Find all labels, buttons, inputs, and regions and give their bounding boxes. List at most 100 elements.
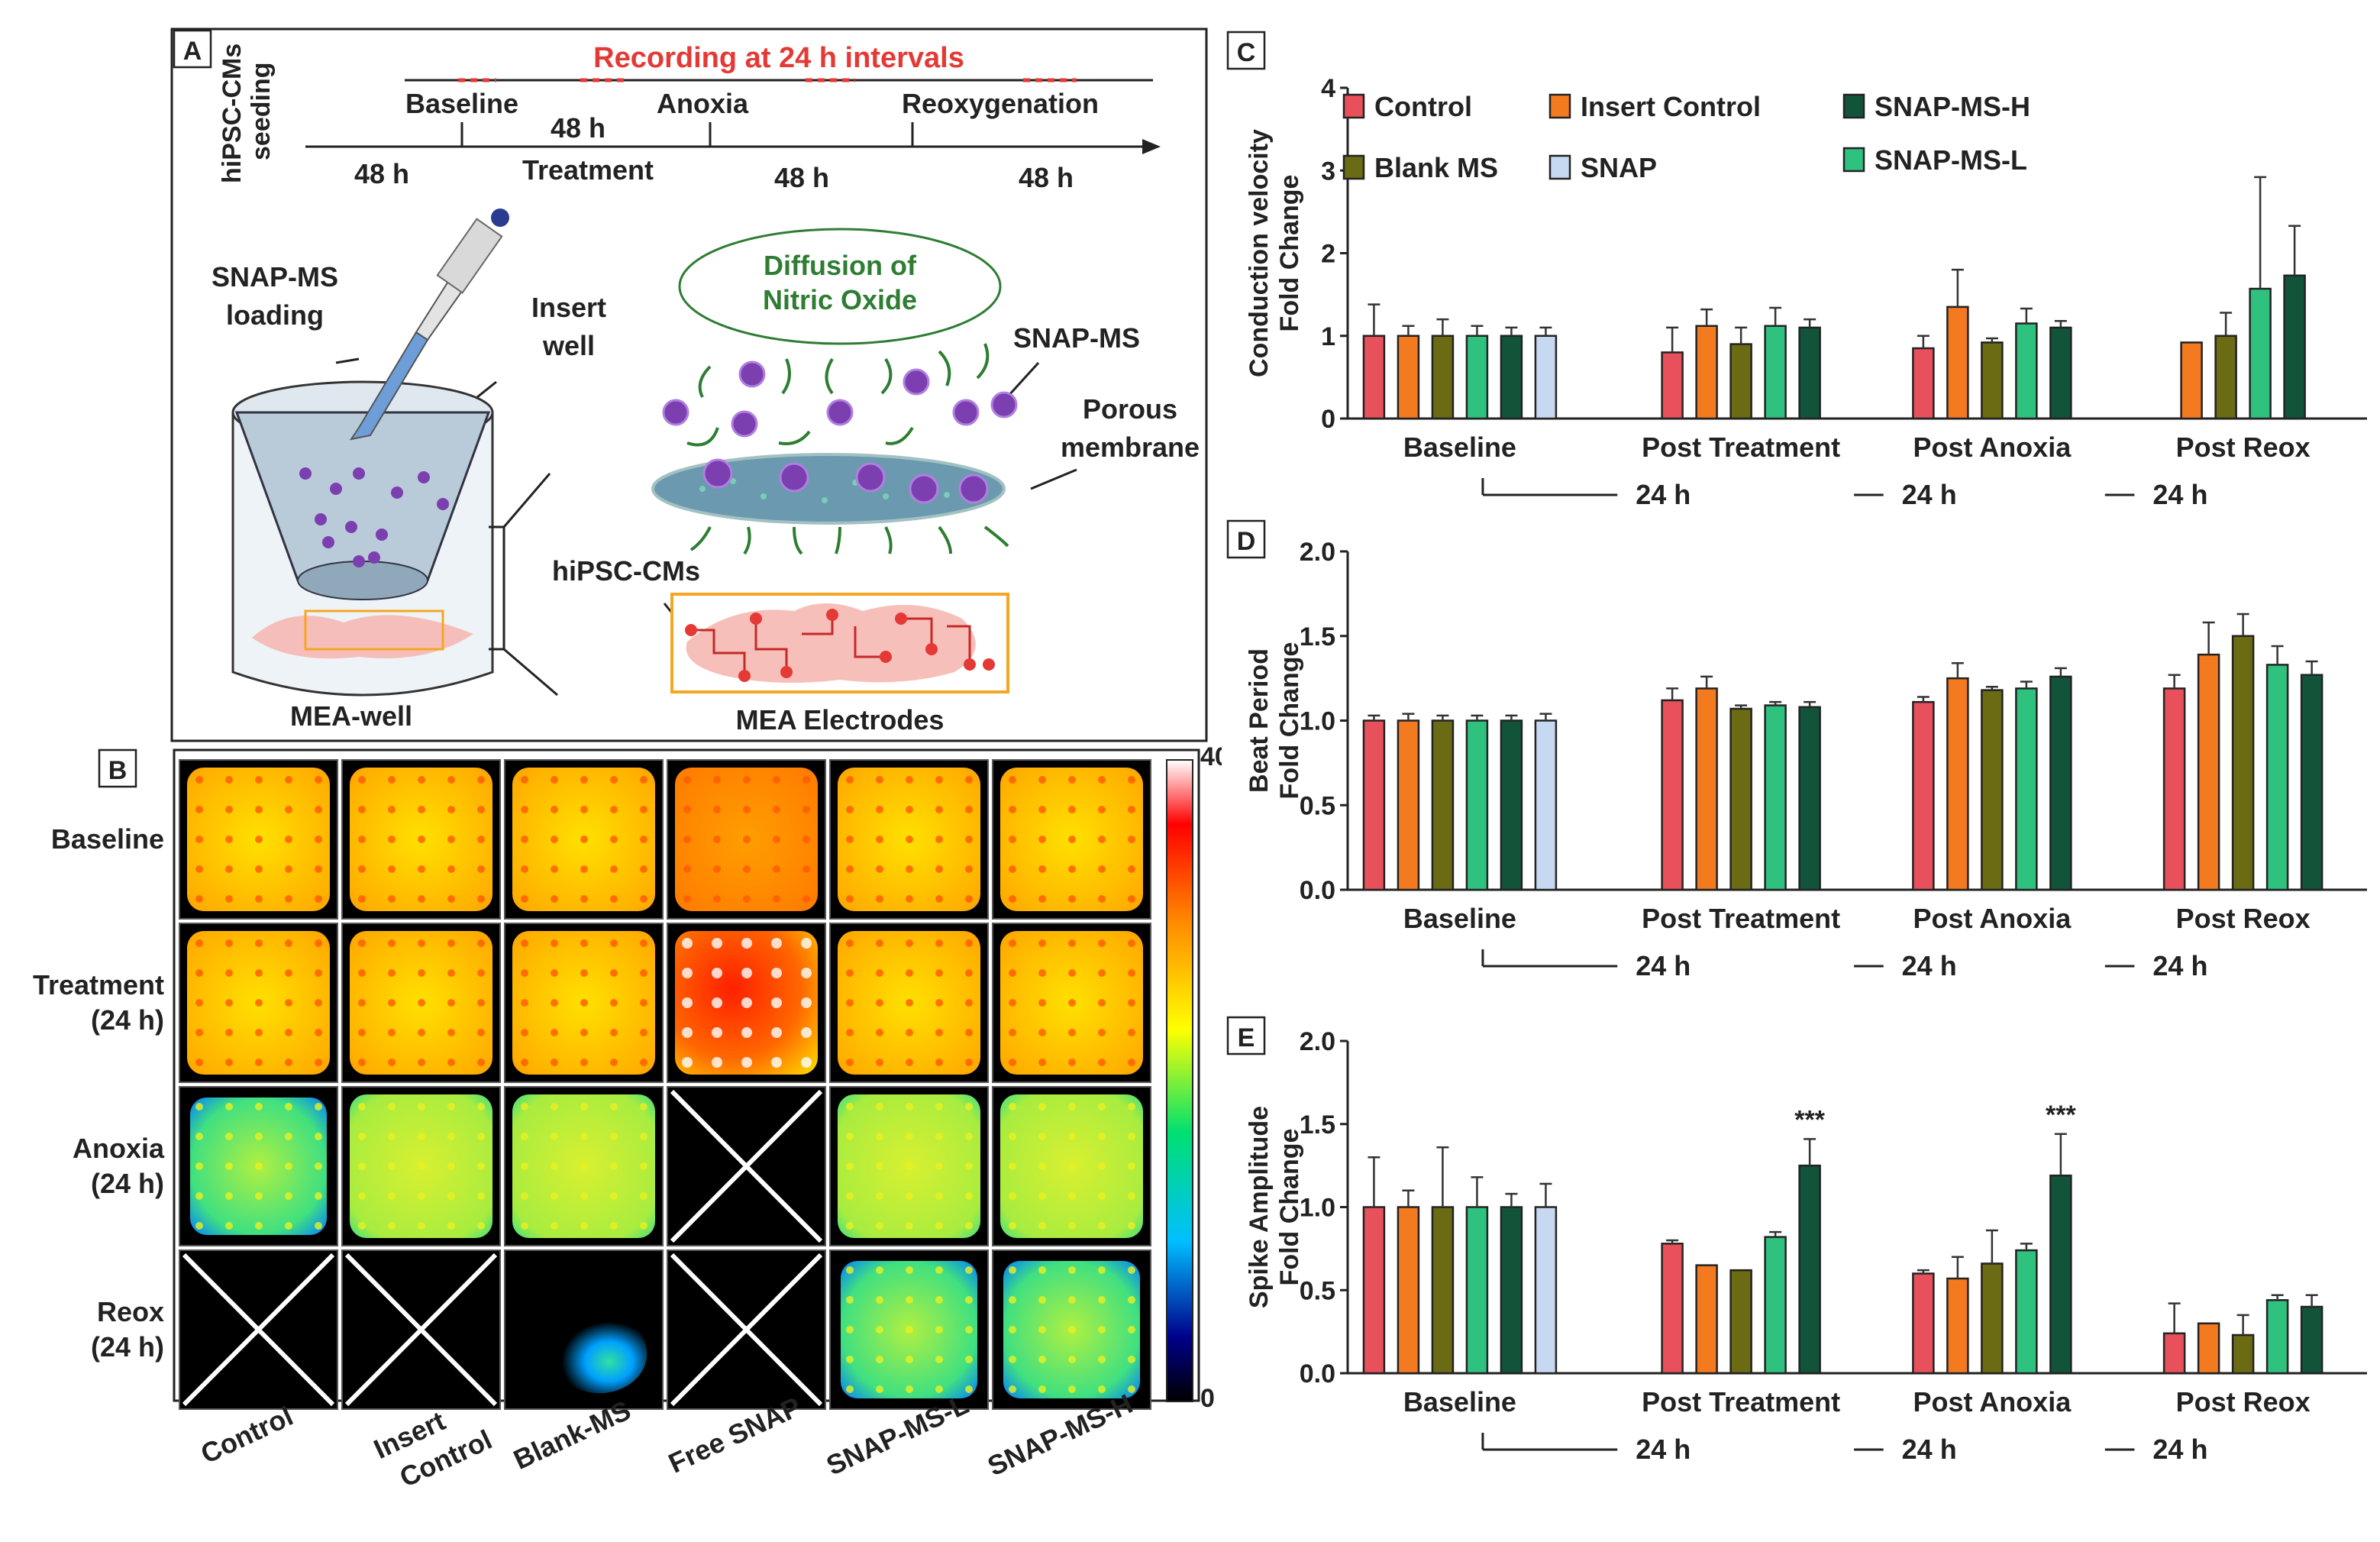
- significance-marker: ***: [1794, 1105, 1825, 1134]
- svg-text:SNAP-MS-L: SNAP-MS-L: [1875, 144, 2027, 176]
- bar: [1729, 707, 1752, 891]
- bar: [1500, 719, 1523, 891]
- bar: [1362, 1206, 1386, 1375]
- legend-item: Control: [1342, 91, 1472, 122]
- bar: [1362, 335, 1386, 420]
- svg-text:SNAP: SNAP: [1581, 152, 1657, 183]
- bar: [1431, 719, 1455, 891]
- heatmap-cell: [992, 759, 1151, 920]
- y-tick-label: 4: [1321, 74, 1335, 103]
- y-axis-label: Beat Period: [1245, 648, 1274, 793]
- diffusion-label-1: Diffusion of: [764, 250, 917, 281]
- bar: [1729, 343, 1752, 420]
- y-tick-label: 2.0: [1300, 538, 1335, 567]
- legend-item: SNAP-MS-L: [1842, 144, 2027, 176]
- diffusion-label-2: Nitric Oxide: [763, 284, 917, 315]
- mea-electrodes-label: MEA Electrodes: [736, 704, 945, 735]
- interval-label: 24 h: [1902, 1434, 1957, 1465]
- y-tick-label: 0.5: [1300, 1276, 1335, 1305]
- interval-label: 24 h: [1636, 950, 1691, 981]
- seeding-label-line1: hiPSC-CMs: [218, 44, 247, 183]
- heatmap-cell: [829, 1086, 989, 1246]
- y-tick-label: 0.0: [1300, 876, 1335, 905]
- bar: [1397, 335, 1420, 420]
- group-label: Post Reox: [2176, 432, 2311, 463]
- bar: [2300, 674, 2323, 891]
- heatmap-cell: [179, 759, 338, 920]
- heatmap-cell: [829, 759, 989, 920]
- heatmap-row-label: (24 h): [91, 1168, 164, 1199]
- heatmap-cell: [667, 1249, 826, 1410]
- bar: [1764, 1236, 1787, 1375]
- heatmap-row-label: Anoxia: [73, 1133, 165, 1164]
- heatmap-row-label: Baseline: [51, 823, 164, 855]
- heatmap-cell: [341, 1086, 501, 1246]
- svg-text:Insert Control: Insert Control: [1581, 91, 1761, 122]
- heatmap-cell: [504, 759, 664, 920]
- interval-label: 24 h: [1902, 479, 1957, 510]
- y-axis-label: Conduction velocity: [1245, 129, 1274, 377]
- y-axis-label: Fold Change: [1275, 1129, 1304, 1286]
- group-label: Post Treatment: [1642, 1386, 1840, 1418]
- bar: [1465, 719, 1489, 891]
- panel-label-box: [1226, 31, 1266, 70]
- interval-label: 24 h: [2152, 1434, 2207, 1465]
- y-tick-label: 1.5: [1300, 1110, 1335, 1140]
- bar: [1946, 677, 1969, 891]
- chart-d: D 0.0 0.5 1.0 1.5 2.0 Beat Period Fold Change Ba…: [1226, 519, 2367, 981]
- bar: [1912, 1272, 1935, 1375]
- snapms-label: SNAP-MS: [1013, 322, 1140, 354]
- heatmap-cell: [992, 1249, 1151, 1410]
- bar: [2180, 341, 2203, 420]
- heatmap-row-label: Treatment: [33, 969, 164, 1001]
- bar: [1912, 700, 1935, 891]
- phase-treatment: Treatment: [522, 154, 654, 186]
- loading-label-2: loading: [226, 299, 324, 331]
- bar: [1981, 341, 2004, 420]
- bar: [2231, 635, 2255, 891]
- heatmap-cell: [179, 1086, 338, 1246]
- panel-a: A hiPSC-CMs seeding Recording at 24 h in…: [170, 27, 1208, 742]
- recording-label: Recording at 24 h intervals: [593, 42, 964, 74]
- bar: [2049, 675, 2072, 891]
- y-tick-label: 2.0: [1300, 1027, 1335, 1056]
- significance-marker: ***: [2046, 1101, 2076, 1130]
- panel-label: D: [1237, 527, 1256, 556]
- bar: [2049, 1174, 2072, 1375]
- panel-b-label: B: [108, 756, 128, 785]
- bar: [1431, 1206, 1455, 1375]
- legend-item: Blank MS: [1342, 152, 1498, 183]
- group-label: Baseline: [1403, 903, 1516, 934]
- bar: [1661, 699, 1684, 891]
- colorbar-min: 0: [1200, 1384, 1215, 1413]
- legend-item: Insert Control: [1548, 91, 1761, 122]
- bar: [1798, 1164, 1821, 1375]
- heatmap-cell: [341, 759, 501, 920]
- duration-48h-b: 48 h: [774, 162, 829, 193]
- bar: [1729, 1269, 1752, 1375]
- bar: [1912, 347, 1935, 420]
- mea-well-illustration: [231, 209, 558, 697]
- bar: [2214, 335, 2237, 420]
- bar: [1661, 351, 1684, 420]
- loading-label-1: SNAP-MS: [212, 261, 338, 293]
- bar: [2197, 653, 2220, 891]
- y-tick-label: 3: [1321, 157, 1335, 186]
- seeding-label-line2: seeding: [247, 63, 276, 160]
- group-label: Post Anoxia: [1913, 432, 2072, 463]
- bar: [1695, 687, 1718, 891]
- panel-label: C: [1237, 38, 1256, 67]
- heatmap-cell: [504, 1086, 664, 1246]
- bar: [1534, 1206, 1558, 1375]
- phase-anoxia: Anoxia: [657, 88, 749, 119]
- bar: [1981, 689, 2004, 891]
- bar: [2049, 326, 2072, 420]
- bar: [2015, 687, 2038, 891]
- heatmap-cell: [829, 923, 989, 1083]
- bar: [1500, 1206, 1523, 1375]
- bar: [1764, 704, 1787, 891]
- bar: [1661, 1243, 1684, 1375]
- interval-label: 24 h: [1636, 479, 1691, 510]
- heatmap-row-label: (24 h): [91, 1004, 164, 1036]
